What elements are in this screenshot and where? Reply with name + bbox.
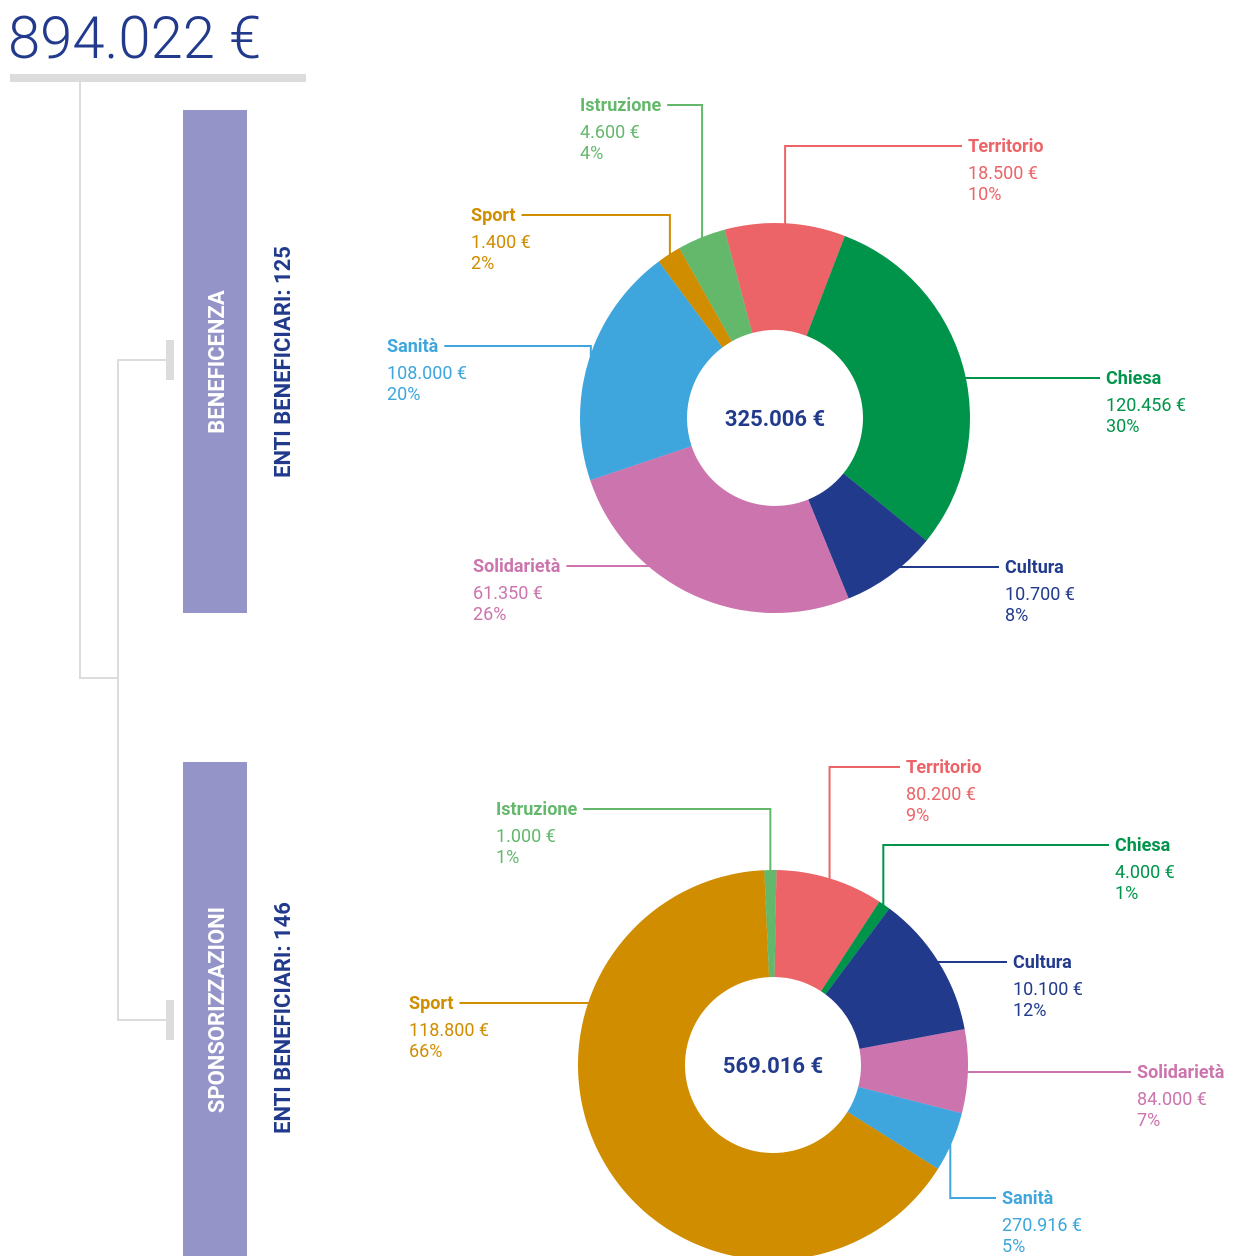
total-underline	[10, 74, 306, 82]
leader-line	[444, 345, 592, 361]
slice-amount: 4.000 €	[1115, 862, 1175, 883]
leader-line	[949, 1141, 996, 1199]
slice-percent: 30%	[1106, 416, 1139, 437]
center-label: 569.016 €	[723, 1054, 823, 1079]
slice-name: Cultura	[1005, 557, 1064, 578]
slice-percent: 4%	[580, 143, 603, 164]
slice-amount: 10.100 €	[1013, 979, 1083, 1000]
section-subtitle: ENTI BENEFICIARI: 146	[271, 902, 296, 1134]
leader-line	[964, 1071, 1131, 1073]
tree-tick	[166, 340, 174, 380]
slice	[858, 1029, 969, 1114]
slice-percent: 26%	[473, 604, 506, 625]
slice-percent: 10%	[968, 184, 1001, 205]
slice-name: Sanità	[1002, 1188, 1054, 1209]
slice-name: Sport	[471, 205, 516, 226]
slice-name: Sport	[409, 993, 454, 1014]
slice	[821, 901, 890, 995]
section-subtitle: ENTI BENEFICIARI: 125	[271, 246, 296, 478]
slice-amount: 1.400 €	[471, 232, 531, 253]
section-title: BENEFICENZA	[205, 290, 230, 434]
slice-name: Chiesa	[1115, 835, 1171, 856]
slice-percent: 9%	[906, 805, 929, 826]
slice-percent: 2%	[471, 253, 494, 274]
section-band	[183, 110, 247, 613]
slice-name: Istruzione	[580, 95, 661, 116]
slice-amount: 61.350 €	[473, 583, 543, 604]
slice-name: Solidarietà	[473, 556, 561, 577]
slice	[825, 908, 965, 1049]
leader-line	[889, 566, 999, 573]
leader-line	[459, 1002, 608, 1163]
slice-name: Istruzione	[496, 799, 577, 820]
slice-amount: 18.500 €	[968, 163, 1038, 184]
leader-line	[784, 145, 962, 226]
slice	[658, 248, 732, 348]
leader-line	[583, 808, 772, 873]
slice-name: Chiesa	[1106, 368, 1162, 389]
slice-name: Territorio	[968, 136, 1044, 157]
slice-amount: 1.000 €	[496, 826, 556, 847]
slice	[580, 261, 723, 481]
slice-name: Solidarietà	[1137, 1062, 1225, 1083]
slice-percent: 8%	[1005, 605, 1028, 626]
leader-line	[566, 565, 696, 594]
slice-amount: 120.456 €	[1106, 395, 1186, 416]
section-title: SPONSORIZZAZIONI	[205, 907, 230, 1113]
slice-percent: 1%	[496, 847, 519, 868]
leader-line	[667, 104, 704, 240]
slice-name: Territorio	[906, 757, 982, 778]
slice-percent: 5%	[1002, 1236, 1025, 1256]
slice-amount: 118.800 €	[409, 1020, 489, 1041]
leader-line	[521, 214, 671, 257]
slice	[724, 223, 845, 336]
slice-percent: 1%	[1115, 883, 1138, 904]
slice	[847, 1086, 962, 1169]
total: 894.022 €	[8, 5, 261, 73]
leader-line	[960, 368, 1100, 379]
slice	[764, 870, 777, 978]
center-label: 325.006 €	[725, 407, 825, 432]
slice-amount: 270.916 €	[1002, 1215, 1082, 1236]
slice-percent: 20%	[387, 384, 420, 405]
section-band	[183, 762, 247, 1256]
slice-percent: 7%	[1137, 1110, 1160, 1131]
tree	[79, 82, 170, 1021]
slice-name: Cultura	[1013, 952, 1072, 973]
leader-line	[882, 844, 1109, 907]
slice-amount: 80.200 €	[906, 784, 976, 805]
slice-name: Sanità	[387, 336, 439, 357]
slice	[774, 870, 880, 992]
leader-line	[935, 961, 1007, 963]
slice-amount: 84.000 €	[1137, 1089, 1207, 1110]
slice	[590, 446, 849, 613]
slice-amount: 108.000 €	[387, 363, 467, 384]
slice-amount: 10.700 €	[1005, 584, 1075, 605]
slice-percent: 66%	[409, 1041, 442, 1062]
tree-tick	[166, 1000, 174, 1040]
slice	[679, 229, 753, 342]
slice	[806, 235, 971, 541]
slice-percent: 12%	[1013, 1000, 1046, 1021]
slice	[578, 870, 939, 1256]
leader-line	[828, 766, 900, 881]
slice-amount: 4.600 €	[580, 122, 640, 143]
